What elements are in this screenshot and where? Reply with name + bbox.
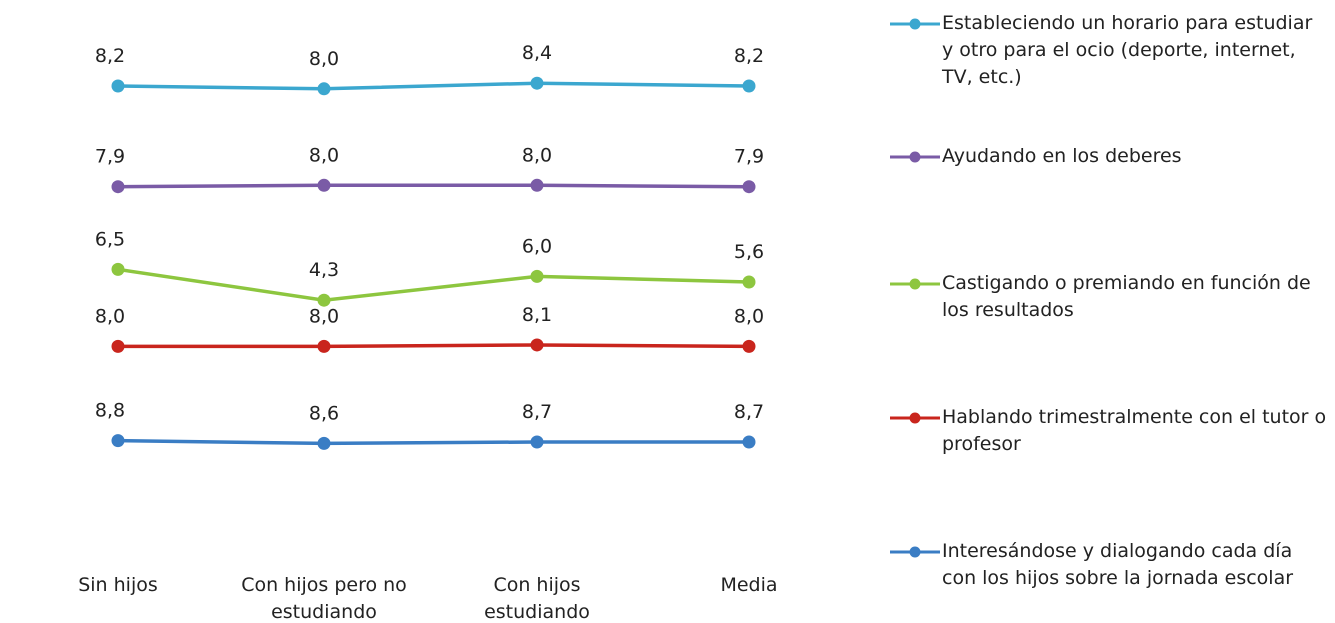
data-label: 8,0	[734, 305, 764, 327]
point	[742, 275, 756, 289]
data-label: 7,9	[734, 146, 764, 168]
x-tick-label: Con hijos pero no estudiando	[241, 574, 407, 623]
series-line	[117, 81, 750, 91]
legend-label: Ayudando en los deberes	[942, 145, 1182, 167]
point	[742, 339, 756, 353]
series-line	[117, 438, 749, 446]
data-label: 8,0	[309, 305, 339, 327]
legend-marker	[909, 546, 921, 558]
data-label: 8,0	[309, 144, 339, 166]
data-label: 8,0	[522, 144, 552, 166]
point	[530, 435, 544, 449]
legend-marker	[909, 151, 921, 163]
point	[111, 434, 125, 448]
point	[317, 178, 331, 192]
legend-marker	[909, 412, 921, 424]
x-tick-label: Con hijos estudiando	[484, 574, 590, 623]
data-label: 8,0	[95, 305, 125, 327]
legend-label: Castigando o premiando en función de los…	[942, 272, 1311, 321]
x-tick-label: Media	[720, 574, 778, 596]
data-label: 8,2	[95, 45, 125, 67]
data-label: 8,6	[309, 402, 339, 424]
point	[530, 338, 544, 352]
data-label: 5,6	[734, 241, 764, 263]
legend-label: Hablando trimestralmente con el tutor o …	[942, 406, 1327, 455]
data-label: 7,9	[95, 146, 125, 168]
point	[530, 76, 544, 90]
series-line	[117, 267, 750, 302]
data-label: 8,8	[95, 400, 125, 422]
series-line	[117, 183, 750, 189]
data-label: 8,7	[522, 401, 552, 423]
point	[317, 293, 331, 307]
data-label: 8,2	[734, 45, 764, 67]
data-label: 8,4	[522, 42, 552, 64]
legend-label: Estableciendo un horario para estudiar y…	[942, 12, 1313, 88]
point	[111, 262, 125, 276]
data-label: 8,1	[522, 304, 552, 326]
legend-marker	[909, 278, 921, 290]
data-label: 8,7	[734, 401, 764, 423]
point	[111, 339, 125, 353]
data-label: 8,0	[309, 48, 339, 70]
point	[742, 435, 756, 449]
legend-marker	[909, 18, 921, 30]
x-tick-label: Sin hijos	[78, 574, 158, 596]
point	[742, 79, 756, 93]
point	[742, 180, 756, 194]
data-label: 6,0	[522, 235, 552, 257]
point	[530, 269, 544, 283]
point	[317, 339, 331, 353]
data-label: 6,5	[95, 228, 125, 250]
series-line	[118, 343, 750, 349]
point	[317, 436, 331, 450]
point	[111, 79, 125, 93]
legend-label: Interesándose y dialogando cada día con …	[942, 540, 1294, 589]
point	[317, 82, 331, 96]
point	[111, 180, 125, 194]
data-label: 4,3	[309, 259, 339, 281]
point	[530, 178, 544, 192]
